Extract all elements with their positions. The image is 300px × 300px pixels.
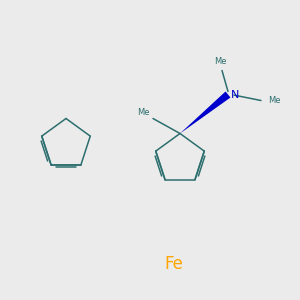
Text: Me: Me <box>214 57 227 66</box>
Text: Me: Me <box>268 96 281 105</box>
Text: Me: Me <box>137 108 150 117</box>
Polygon shape <box>180 92 230 134</box>
Text: Fe: Fe <box>165 255 183 273</box>
Text: N: N <box>231 89 239 100</box>
